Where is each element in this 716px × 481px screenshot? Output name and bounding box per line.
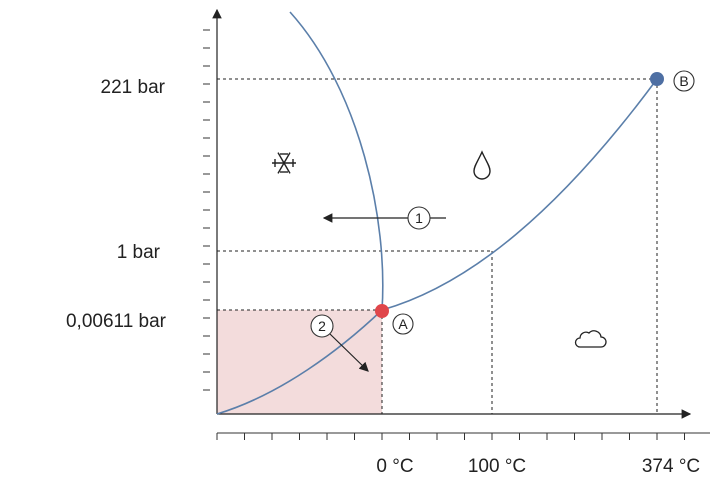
x-label-374c: 374 °C	[642, 456, 700, 477]
cloud-icon	[574, 330, 607, 348]
y-axis-ticks	[203, 29, 210, 391]
marker-1-label: 1	[415, 210, 423, 226]
marker-B-circle	[673, 70, 695, 92]
critical-point-B	[650, 72, 664, 86]
x-label-100c: 100 °C	[468, 456, 526, 477]
vaporization-curve	[381, 78, 658, 311]
marker-2-label: 2	[318, 318, 326, 334]
marker-B-label: B	[679, 73, 688, 89]
x-label-0c: 0 °C	[376, 456, 413, 477]
arrow-2	[329, 333, 369, 372]
melting-curve	[289, 11, 384, 311]
marker-2-circle	[310, 314, 334, 338]
y-label-221-bar: 221 bar	[101, 77, 166, 98]
x-axis-ticks	[216, 433, 685, 440]
y-label-triple-pressure: 0,00611 bar	[66, 311, 167, 332]
sublimation-curve	[216, 309, 383, 415]
snowflake-icon	[272, 152, 296, 174]
marker-A-circle	[392, 313, 414, 335]
triple-point-A	[375, 304, 389, 318]
droplet-icon	[473, 150, 491, 180]
y-label-1-bar: 1 bar	[117, 242, 161, 263]
marker-1-circle	[407, 206, 431, 230]
marker-A-label: A	[398, 316, 408, 332]
shaded-region	[217, 310, 382, 414]
